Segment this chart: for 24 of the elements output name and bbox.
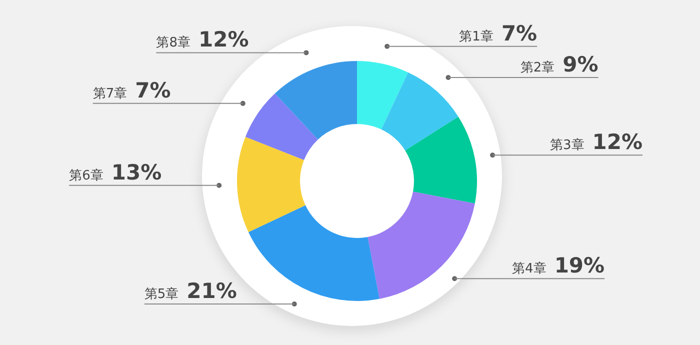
donut-slice: [368, 192, 475, 299]
donut-slice: [357, 61, 408, 130]
donut-slice: [381, 72, 458, 150]
slice-label: 第3章: [550, 138, 584, 154]
slice-label: 第2章: [520, 60, 555, 76]
donut-slice: [405, 116, 477, 204]
slice-label: 第1章: [459, 29, 494, 44]
slice-label: 第7章: [92, 86, 128, 102]
data-label: 13%: [111, 160, 162, 184]
donut-slice: [274, 61, 357, 140]
data-label: 7%: [135, 78, 171, 102]
data-label: 9%: [562, 52, 598, 76]
data-label: 19%: [554, 254, 605, 278]
slice-label: 第6章: [69, 168, 104, 184]
slice-label: 第4章: [512, 262, 546, 277]
slice-label: 第8章: [156, 36, 190, 51]
data-label: 12%: [198, 28, 249, 52]
donut-slice: [248, 205, 380, 301]
data-label: 21%: [186, 278, 237, 303]
donut-slice: [245, 94, 318, 160]
data-label: 12%: [592, 130, 643, 154]
slice-label: 第5章: [144, 286, 179, 302]
donut-slice: [237, 136, 306, 232]
data-label: 7%: [501, 21, 538, 46]
